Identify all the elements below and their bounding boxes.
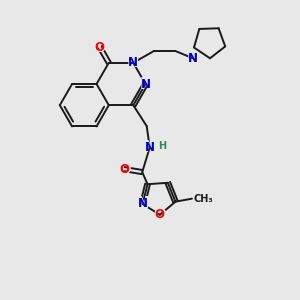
- Text: O: O: [154, 207, 166, 222]
- Text: O: O: [119, 163, 129, 176]
- Text: N: N: [136, 196, 149, 211]
- Text: O: O: [155, 208, 165, 221]
- Text: N: N: [187, 51, 199, 66]
- Text: O: O: [94, 40, 106, 55]
- Text: N: N: [139, 76, 152, 92]
- Text: H: H: [158, 141, 166, 151]
- Text: N: N: [138, 197, 148, 211]
- Text: N: N: [143, 140, 156, 155]
- Text: N: N: [140, 77, 151, 91]
- Text: N: N: [128, 56, 138, 69]
- Text: N: N: [127, 55, 140, 70]
- Text: CH₃: CH₃: [194, 194, 213, 204]
- Text: N: N: [145, 141, 155, 154]
- Text: N: N: [188, 52, 198, 65]
- Text: O: O: [118, 162, 130, 177]
- Text: O: O: [95, 41, 105, 54]
